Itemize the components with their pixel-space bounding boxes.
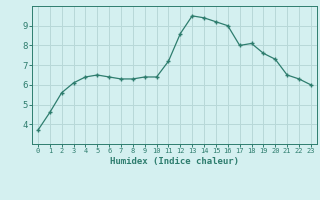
X-axis label: Humidex (Indice chaleur): Humidex (Indice chaleur)	[110, 157, 239, 166]
